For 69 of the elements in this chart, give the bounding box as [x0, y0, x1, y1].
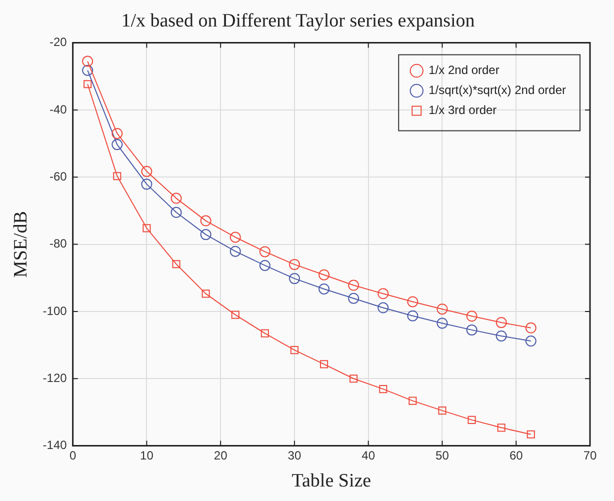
- point: [141, 178, 152, 190]
- x-tick-label: 0: [69, 448, 76, 462]
- point: [497, 424, 506, 432]
- point: [141, 166, 152, 177]
- point: [436, 304, 448, 315]
- point: [378, 302, 389, 314]
- point: [407, 310, 418, 322]
- point: [496, 330, 507, 342]
- point: [408, 396, 417, 405]
- point: [259, 260, 270, 271]
- point: [231, 310, 240, 319]
- point: [82, 64, 94, 76]
- point: [113, 172, 122, 180]
- point: [259, 246, 270, 258]
- y-tick-label: -40: [49, 102, 68, 116]
- x-tick-label: 30: [288, 448, 302, 462]
- point: [468, 416, 476, 424]
- legend-label: 1/x 3rd order: [428, 103, 497, 118]
- point: [112, 128, 123, 139]
- x-tick-label: 50: [436, 448, 450, 462]
- legend-label: 1/sqrt(x)*sqrt(x) 2nd order: [428, 83, 566, 98]
- x-tick-label: 20: [214, 448, 228, 462]
- point: [288, 258, 300, 270]
- point: [82, 56, 94, 67]
- point: [378, 288, 389, 300]
- point: [379, 385, 388, 394]
- point: [407, 296, 418, 308]
- y-tick-label: -80: [49, 236, 68, 251]
- point: [290, 346, 299, 354]
- chart-title: 1/x based on Different Taylor series expansion: [121, 10, 476, 32]
- point: [320, 360, 328, 368]
- point: [438, 406, 446, 415]
- point: [350, 374, 358, 383]
- point: [466, 324, 478, 336]
- y-axis-title: MSE/dB: [10, 211, 32, 278]
- point: [84, 80, 92, 88]
- point: [466, 310, 478, 322]
- y-tick-label: -140: [42, 438, 68, 452]
- point: [260, 329, 269, 338]
- y-tick-label: -60: [49, 169, 68, 184]
- point: [200, 229, 212, 240]
- point: [348, 292, 360, 304]
- x-tick-label: 70: [583, 448, 597, 462]
- point: [230, 232, 241, 243]
- point: [348, 280, 360, 291]
- point: [230, 246, 241, 257]
- x-tick-label: 40: [362, 448, 376, 462]
- point: [525, 336, 536, 347]
- x-axis-title: Table Size: [292, 470, 372, 492]
- point: [288, 273, 300, 284]
- point: [318, 283, 330, 294]
- point: [142, 224, 151, 232]
- x-tick-label: 60: [509, 448, 524, 462]
- point: [200, 215, 212, 226]
- point: [172, 260, 180, 268]
- y-tick-label: -120: [42, 370, 68, 385]
- point: [525, 322, 536, 334]
- point: [318, 269, 330, 280]
- point: [112, 139, 123, 150]
- point: [202, 290, 210, 298]
- point: [170, 192, 182, 204]
- legend-label: 1/x 2nd order: [428, 63, 500, 78]
- y-tick-label: -20: [49, 35, 68, 50]
- point: [526, 430, 535, 438]
- point: [496, 317, 507, 328]
- point: [436, 318, 448, 329]
- point: [170, 206, 182, 218]
- y-tick-label: -100: [42, 304, 68, 318]
- x-tick-label: 10: [140, 448, 154, 462]
